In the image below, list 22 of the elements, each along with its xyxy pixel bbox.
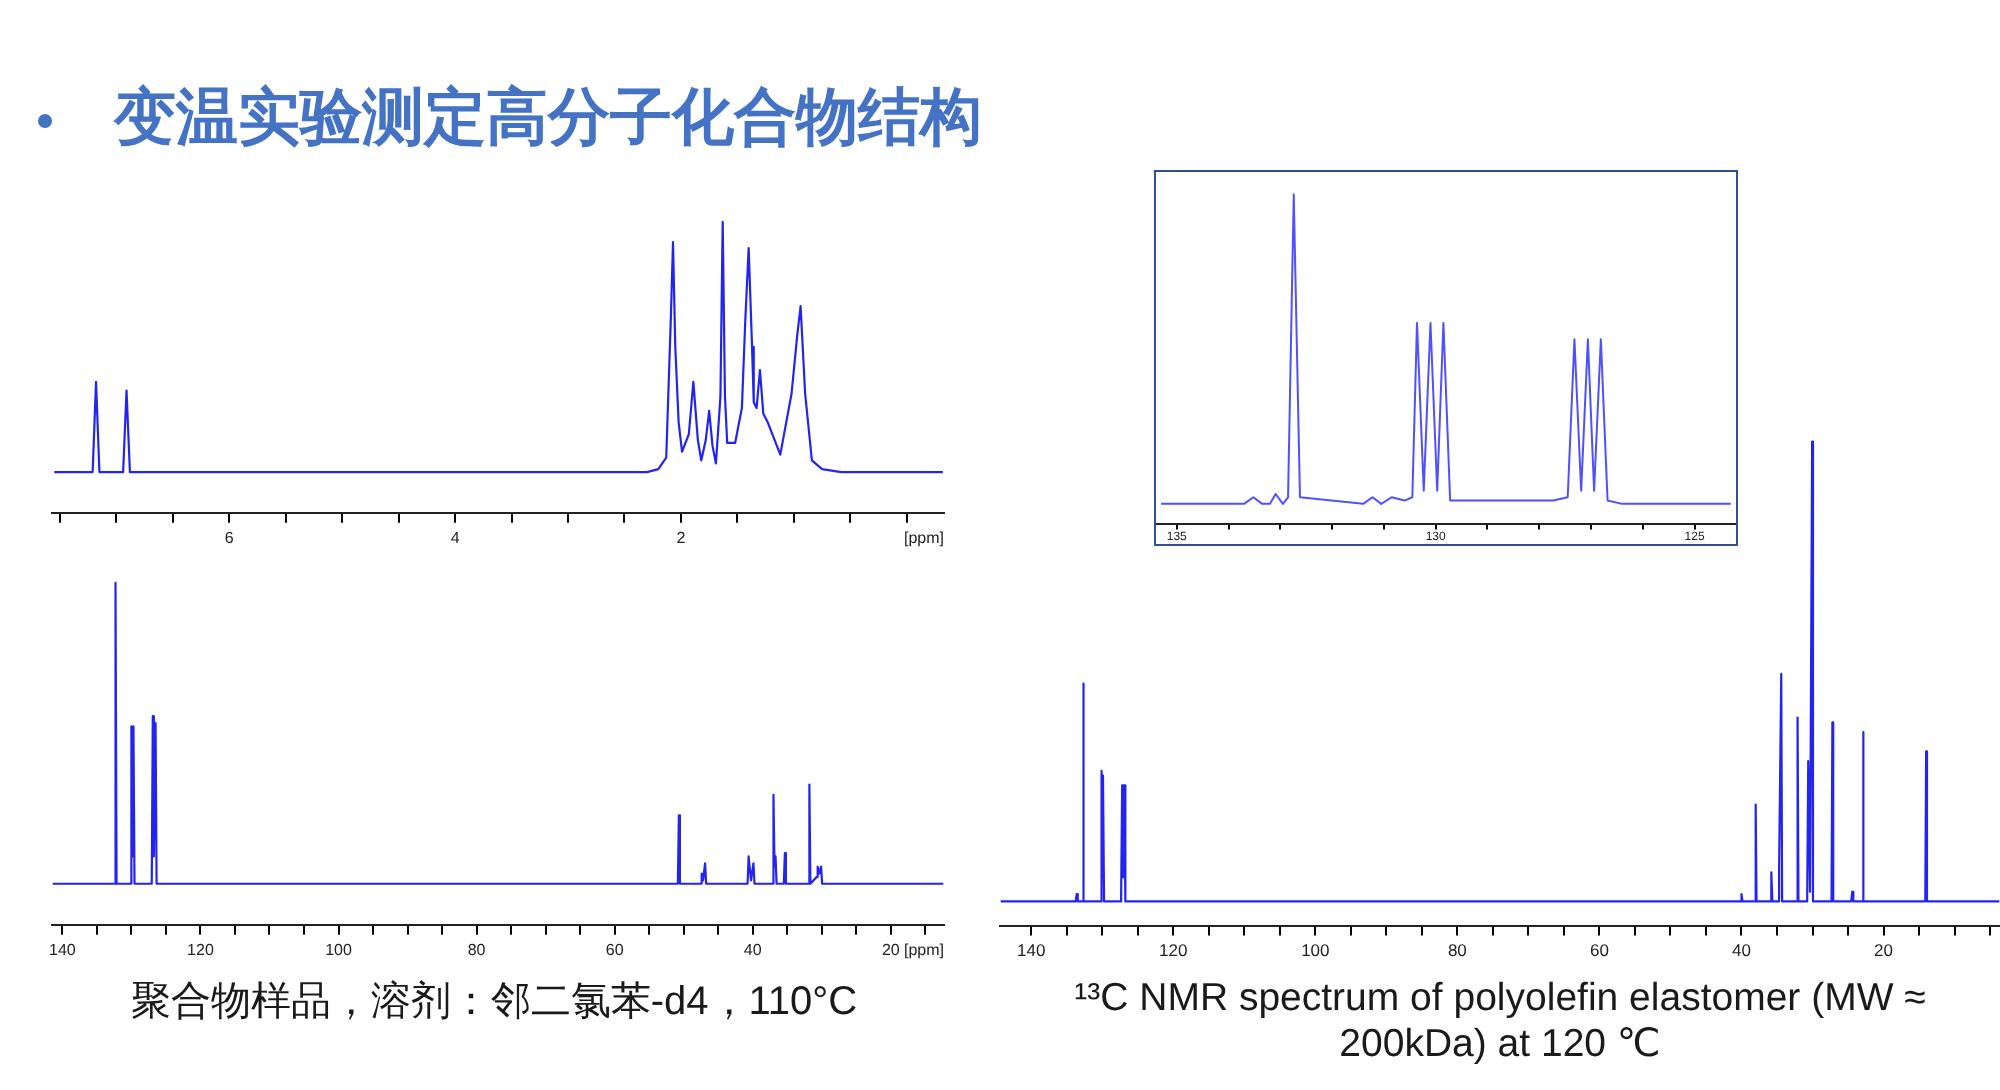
x-tick-label: 60 [1589, 940, 1610, 961]
x-tick-label: 6 [224, 528, 235, 547]
x-tick-label: 140 [1017, 940, 1046, 961]
x-tick-label: 4 [450, 528, 461, 547]
x-tick-label: 40 [743, 940, 763, 959]
chart-title: 变温实验测定高分子化合物结构 [114, 82, 982, 154]
x-tick-label: 120 [187, 940, 215, 959]
x-tick-label: 20 [881, 940, 901, 959]
x-tick-label: 100 [325, 940, 353, 959]
x-tick-label: 120 [1159, 940, 1189, 961]
x-tick-label: 80 [467, 940, 487, 959]
x-axis-title: [ppm] [903, 940, 944, 959]
x-tick-label: 20 [1874, 940, 1894, 961]
x-tick-label: 80 [1447, 940, 1468, 961]
x-tick-label: 40 [1732, 940, 1752, 961]
x-tick-label: 140 [49, 940, 77, 959]
x-tick-label: 100 [1301, 940, 1331, 961]
text: ¹³C NMR spectrum of polyolefin elastomer (MW ≈ 200kDa) at 120 ℃ [1072, 976, 1928, 1068]
x-tick-label: 60 [605, 940, 625, 959]
x-axis-title: [ppm] [903, 528, 944, 547]
x-tick-label: 2 [676, 528, 687, 547]
text: 聚合物样品，溶剂：邻二氯苯-d4，110°C [128, 978, 860, 1026]
